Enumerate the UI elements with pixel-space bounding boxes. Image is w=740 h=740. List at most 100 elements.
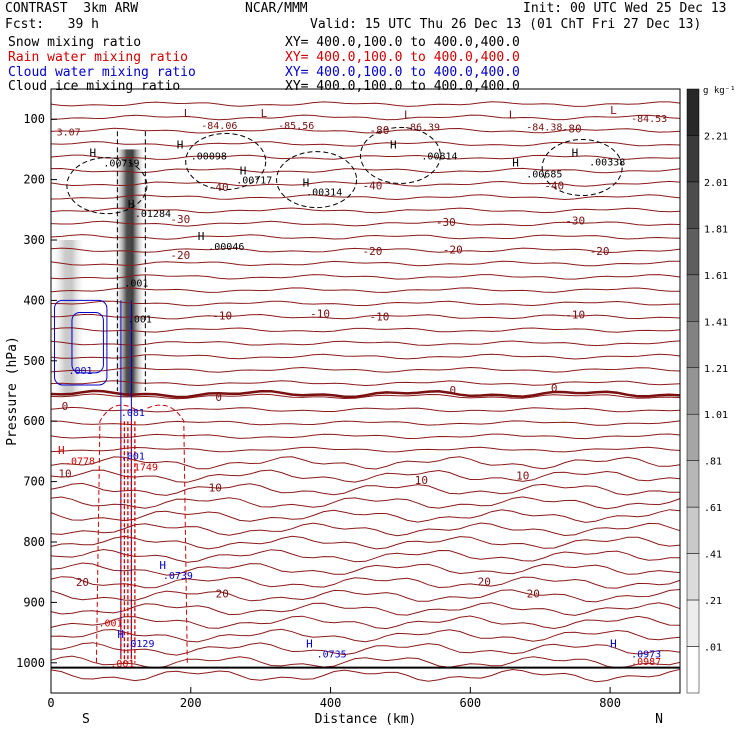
extremum-value: .00314 bbox=[306, 188, 342, 199]
extremum-value: .0739 bbox=[163, 571, 193, 582]
colorbar-segment bbox=[686, 599, 700, 647]
colorbar-level-label: 1.01 bbox=[704, 410, 728, 421]
isotherm-label: -10 bbox=[212, 310, 232, 323]
isotherm-line bbox=[50, 247, 681, 254]
isotherm-line bbox=[50, 496, 681, 510]
isotherm-line bbox=[50, 380, 681, 387]
isotherm-label: -20 bbox=[590, 245, 610, 258]
isotherm-line bbox=[50, 562, 681, 576]
isotherm-line bbox=[50, 589, 681, 603]
cloud-ice-contour bbox=[66, 157, 148, 215]
isotherm-line bbox=[50, 180, 681, 187]
field-label-cloud-ice: Cloud ice mixing ratio bbox=[8, 79, 181, 94]
colorbar-level-label: 2.01 bbox=[704, 178, 728, 189]
y-tick-label: 100 bbox=[23, 112, 45, 126]
isotherm-line bbox=[50, 535, 681, 550]
extremum-value: -84.38 bbox=[526, 122, 562, 133]
colorbar-segment bbox=[686, 367, 700, 415]
y-axis-label: Pressure (hPa) bbox=[5, 336, 20, 446]
isotherm-line bbox=[50, 287, 681, 293]
isotherm-line bbox=[50, 141, 681, 147]
cloud-ice-contour bbox=[276, 151, 358, 209]
isotherm-line bbox=[50, 353, 681, 360]
isotherm-label: -20 bbox=[170, 249, 190, 262]
x-endpoint-right: N bbox=[655, 712, 663, 727]
x-axis-label: Distance (km) bbox=[315, 712, 417, 727]
colorbar-segment bbox=[686, 321, 700, 369]
extremum-value: .00719 bbox=[103, 159, 139, 170]
extremum-value: .00046 bbox=[208, 242, 244, 253]
extremum-marker: H bbox=[198, 230, 205, 243]
extremum-value: .001 bbox=[99, 618, 123, 629]
isotherm-label: -80 bbox=[370, 124, 390, 137]
extremum-marker: H bbox=[512, 157, 519, 170]
extremum-marker: H bbox=[89, 146, 96, 159]
isotherm-line bbox=[50, 101, 681, 107]
y-tick-label: 400 bbox=[23, 293, 45, 307]
isotherm-line bbox=[50, 576, 681, 589]
colorbar-level-label: .81 bbox=[704, 457, 722, 468]
colorbar-segment bbox=[686, 646, 700, 694]
isotherm-label: 20 bbox=[478, 575, 491, 588]
y-tick-label: 700 bbox=[23, 475, 45, 489]
isotherm-line bbox=[50, 194, 681, 201]
isotherm-line bbox=[50, 207, 681, 214]
cloud-ice-column bbox=[116, 131, 146, 391]
isotherm-label: 10 bbox=[516, 470, 529, 483]
field-xy-cloud-ice: XY= 400.0,100.0 to 400.0,400.0 bbox=[285, 79, 520, 94]
isotherm-label: -30 bbox=[565, 215, 585, 228]
extremum-marker: H bbox=[303, 177, 310, 190]
isotherm-label: 20 bbox=[216, 587, 229, 600]
extremum-value: .01284 bbox=[135, 209, 171, 220]
cloud-ice-contour bbox=[541, 139, 623, 197]
isotherm-label: 10 bbox=[58, 468, 71, 481]
isotherm-label: 20 bbox=[76, 576, 89, 589]
isotherm-line bbox=[50, 469, 681, 483]
field-label-cloud-water: Cloud water mixing ratio bbox=[8, 65, 196, 80]
isotherm-label: 0 bbox=[551, 382, 558, 395]
extremum-value: .00717 bbox=[236, 176, 272, 187]
isotherm-line bbox=[50, 260, 680, 267]
isotherm-label: 10 bbox=[415, 474, 428, 487]
y-tick-label: 600 bbox=[23, 414, 45, 428]
x-tick-label: 0 bbox=[47, 696, 54, 710]
isotherm-label: -40 bbox=[544, 180, 564, 193]
colorbar-segment bbox=[686, 135, 700, 183]
cloud-ice-contour bbox=[359, 126, 441, 184]
header-valid: Valid: 15 UTC Thu 26 Dec 13 (01 ChT Fri … bbox=[310, 17, 702, 32]
colorbar-level-label: 1.41 bbox=[704, 317, 728, 328]
extremum-value: .00685 bbox=[526, 170, 562, 181]
colorbar-segment bbox=[686, 413, 700, 461]
plot-frame bbox=[50, 88, 681, 694]
header-init: Init: 00 UTC Wed 25 Dec 13 bbox=[523, 1, 727, 16]
extremum-marker: H bbox=[610, 637, 617, 650]
extremum-value: .001 bbox=[128, 315, 152, 326]
extremum-value: .00338 bbox=[589, 157, 625, 168]
isotherm-line bbox=[50, 602, 681, 616]
isotherm-label: -40 bbox=[363, 180, 383, 193]
isotherm-line bbox=[50, 615, 681, 630]
snow-plume bbox=[113, 149, 146, 398]
isotherm-line bbox=[50, 446, 681, 453]
isotherm-label: -10 bbox=[370, 311, 390, 324]
isotherm-label: -30 bbox=[436, 216, 456, 229]
colorbar-segment bbox=[686, 274, 700, 322]
header-model: CONTRAST 3km ARW bbox=[5, 1, 139, 16]
extremum-value: 3.07 bbox=[57, 127, 81, 138]
x-endpoint-left: S bbox=[82, 712, 90, 727]
x-tick-label: 800 bbox=[599, 696, 621, 710]
colorbar-segment bbox=[686, 553, 700, 601]
isotherm-label: -20 bbox=[443, 244, 463, 257]
y-tick-label: 900 bbox=[23, 595, 45, 609]
extremum-marker: H bbox=[390, 139, 397, 152]
isotherm-label: -30 bbox=[170, 213, 190, 226]
isotherm-line bbox=[50, 274, 681, 280]
extremum-value: .1749 bbox=[128, 463, 158, 474]
field-xy-rain: XY= 400.0,100.0 to 400.0,400.0 bbox=[285, 50, 520, 65]
isotherm-label: -80 bbox=[562, 122, 582, 135]
isotherm-line bbox=[50, 642, 681, 656]
extremum-value: -86.39 bbox=[404, 122, 440, 133]
isotherm-line bbox=[50, 393, 681, 400]
extremum-marker: H bbox=[240, 165, 247, 178]
